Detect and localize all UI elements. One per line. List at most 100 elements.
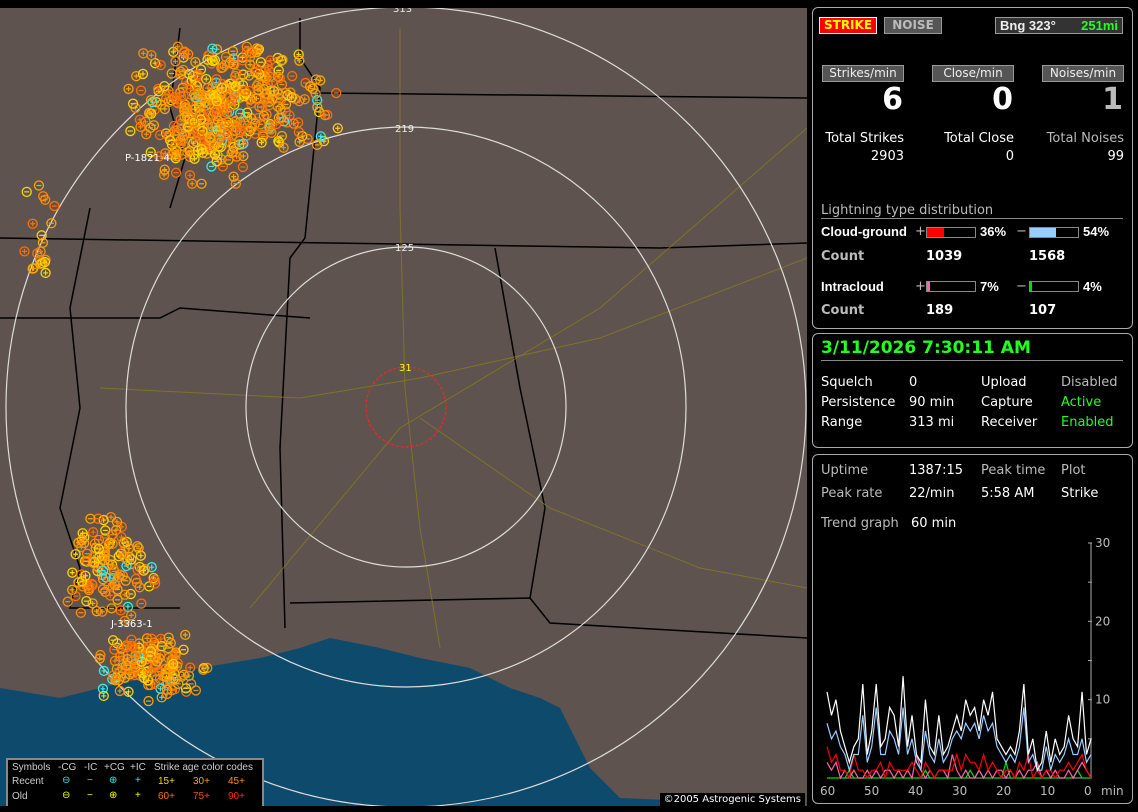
strike-marker xyxy=(230,80,241,92)
strike-marker xyxy=(163,632,174,643)
strike-marker xyxy=(177,131,188,142)
strike-button[interactable]: STRIKE xyxy=(819,17,877,34)
strike-marker xyxy=(195,114,207,125)
strike-marker xyxy=(255,119,266,130)
strike-marker xyxy=(185,662,196,673)
noise-button[interactable]: NOISE xyxy=(884,17,942,34)
strike-marker xyxy=(195,64,207,75)
peak-time-value: 5:58 AM xyxy=(981,486,1035,501)
strike-marker xyxy=(77,581,88,592)
strike-marker xyxy=(180,683,192,694)
strike-marker xyxy=(230,178,242,189)
strike-marker xyxy=(228,171,239,182)
strike-marker xyxy=(126,610,137,621)
x-tick-label: 10 xyxy=(1040,784,1055,798)
x-tick-label: 60 xyxy=(820,784,835,798)
strike-marker xyxy=(85,513,96,524)
info-value: 90 min xyxy=(909,395,955,410)
strike-marker xyxy=(286,92,297,103)
strike-marker xyxy=(81,595,92,607)
strike-marker xyxy=(184,170,196,181)
cg-negative-count: 1568 xyxy=(1029,249,1066,264)
strike-marker xyxy=(230,70,241,82)
strike-marker xyxy=(201,73,212,85)
total-strikes-label: Total Strikes xyxy=(825,131,904,146)
bearing-value: Bng 323° xyxy=(1000,18,1056,33)
strike-marker xyxy=(204,133,216,144)
strike-marker xyxy=(36,230,47,241)
strike-marker xyxy=(271,119,282,130)
trend-graph-value[interactable]: 60 min xyxy=(911,516,957,531)
strike-marker xyxy=(294,55,305,66)
lightning-map[interactable]: 313 219 125 31 P-1821-4 J-3363-1 Symbols… xyxy=(0,8,807,806)
peak-rate-value: 22/min xyxy=(909,486,955,501)
strike-marker xyxy=(155,59,166,71)
noises-per-min-button[interactable]: Noises/min xyxy=(1042,65,1124,82)
strike-marker xyxy=(253,112,264,124)
close-per-min-button[interactable]: Close/min xyxy=(932,65,1014,82)
strike-marker xyxy=(99,554,110,566)
strike-marker xyxy=(112,584,123,595)
strikes-per-min-button[interactable]: Strikes/min xyxy=(822,65,904,82)
strike-marker xyxy=(315,131,326,142)
strike-marker xyxy=(19,246,30,257)
strike-marker xyxy=(140,116,151,127)
strike-marker xyxy=(143,107,155,119)
strike-marker xyxy=(95,649,106,661)
strike-marker xyxy=(239,86,251,97)
strike-marker xyxy=(332,123,343,134)
neg-cg-recent-icon: ⊖ xyxy=(62,775,71,786)
strike-marker xyxy=(170,167,182,178)
info-label: Upload xyxy=(981,375,1027,390)
plot-value[interactable]: Strike xyxy=(1061,486,1099,501)
age-code: 45+ xyxy=(228,776,245,787)
strike-marker xyxy=(105,590,116,601)
intracloud-label: Intracloud xyxy=(821,279,884,294)
strike-marker xyxy=(231,151,242,162)
strike-marker xyxy=(148,120,160,131)
strike-marker xyxy=(194,87,205,98)
uptime-value: 1387:15 xyxy=(909,463,964,478)
ic-negative-fill xyxy=(1030,282,1032,291)
trend-series-line xyxy=(826,676,1092,772)
strike-marker xyxy=(173,678,184,689)
strike-marker xyxy=(307,83,319,94)
x-tick-label: 40 xyxy=(908,784,923,798)
strike-markers xyxy=(19,41,343,707)
strike-marker xyxy=(116,531,127,543)
trend-series-line xyxy=(826,746,1092,781)
strike-marker xyxy=(194,131,205,142)
strike-marker xyxy=(114,569,125,580)
neg-cg-old-icon: ⊖ xyxy=(62,790,71,801)
plot-label: Plot xyxy=(1061,463,1086,478)
strike-marker xyxy=(319,109,331,121)
count-label: Count xyxy=(821,249,865,264)
strike-marker xyxy=(251,93,262,104)
strike-marker xyxy=(70,591,81,602)
strike-marker xyxy=(62,596,73,607)
strike-marker xyxy=(234,108,246,119)
info-label: Capture xyxy=(981,395,1033,410)
strike-marker xyxy=(100,532,111,544)
cg-negative-pct: 54% xyxy=(1083,224,1110,239)
info-label: Receiver xyxy=(981,415,1038,430)
strike-marker xyxy=(131,577,143,588)
legend-col: +IC xyxy=(130,762,146,773)
strike-marker xyxy=(178,644,189,655)
strike-marker xyxy=(77,528,88,539)
strike-marker xyxy=(331,87,342,99)
strike-marker xyxy=(145,94,157,106)
x-tick-label: 30 xyxy=(952,784,967,798)
strike-marker xyxy=(265,85,276,97)
strike-marker xyxy=(188,116,199,127)
strike-marker xyxy=(214,90,225,102)
strike-marker xyxy=(46,218,57,229)
strike-marker xyxy=(237,55,248,66)
strike-marker xyxy=(209,55,220,66)
ic-negative-count: 107 xyxy=(1029,303,1057,318)
strike-marker xyxy=(27,263,38,274)
trend-graph: 10 20 30 60 50 40 30 20 10 0 min xyxy=(820,536,1124,798)
strike-marker xyxy=(106,603,117,614)
state-borders xyxy=(0,18,807,639)
strike-marker xyxy=(32,248,43,259)
